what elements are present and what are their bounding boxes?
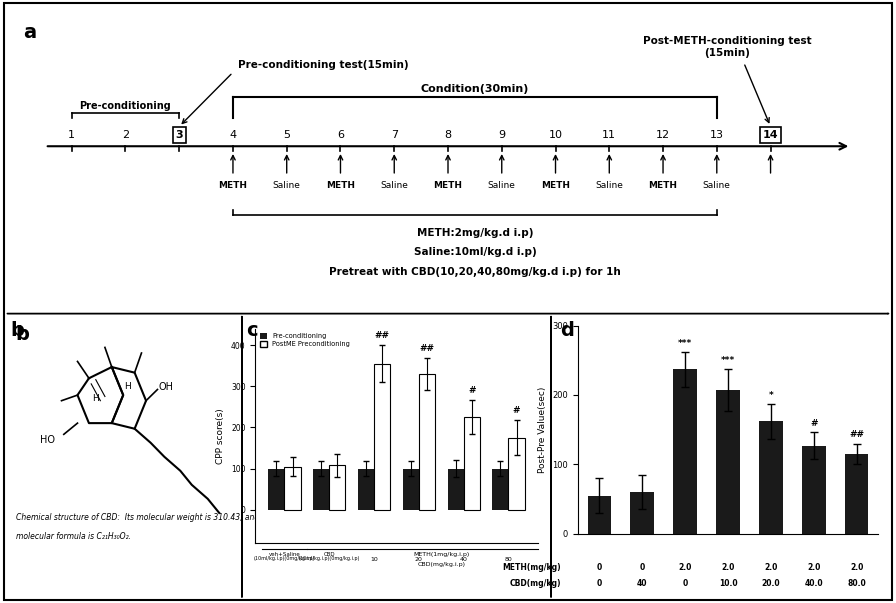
Bar [330,466,346,510]
Text: CBD(mg/kg): CBD(mg/kg) [509,579,561,588]
Text: 0: 0 [683,579,688,588]
Text: Pre-conditioning: Pre-conditioning [80,101,171,110]
Bar [493,469,509,510]
Bar [509,438,525,510]
Text: 14: 14 [762,130,779,140]
Text: 20.0: 20.0 [762,579,780,588]
Text: #: # [513,406,521,415]
Text: 2.0: 2.0 [721,563,735,572]
Text: 7: 7 [391,130,398,140]
Text: 3: 3 [176,130,183,140]
Bar [588,496,611,534]
Text: Saline:10ml/kg.d i.p): Saline:10ml/kg.d i.p) [414,247,536,257]
Text: METH(1mg/kg.i.p): METH(1mg/kg.i.p) [413,552,470,557]
Bar [418,374,435,510]
Text: ***: *** [721,356,735,365]
Text: 2.0: 2.0 [678,563,692,572]
Text: Pre-conditioning test(15min): Pre-conditioning test(15min) [238,60,409,70]
Text: METH: METH [219,181,247,190]
Text: 5: 5 [283,130,290,140]
Bar [448,469,464,510]
Text: c: c [246,321,258,340]
Bar [285,467,300,510]
Text: 40: 40 [637,579,648,588]
Text: 6: 6 [337,130,344,140]
Bar [802,446,825,534]
Text: 20: 20 [415,557,423,562]
Bar [631,492,654,534]
Text: 9: 9 [498,130,505,140]
Text: Saline: Saline [595,181,624,190]
Text: METH: METH [326,181,355,190]
Text: Chemical structure of CBD:  Its molecular weight is 310.43, and: Chemical structure of CBD: Its molecular… [16,513,259,522]
Bar [716,390,740,534]
Text: HO: HO [39,435,55,445]
Text: CBD: CBD [323,552,335,557]
Text: Saline: Saline [487,181,516,190]
Text: 11: 11 [602,130,616,140]
Bar [845,454,868,534]
Text: a: a [23,23,37,42]
Text: 0: 0 [597,563,602,572]
Text: Saline: Saline [380,181,409,190]
Text: 2.0: 2.0 [850,563,864,572]
Text: 80: 80 [504,557,513,562]
Bar [358,469,375,510]
Text: METH: METH [434,181,462,190]
Text: Condition(30min): Condition(30min) [421,84,529,95]
Text: 8: 8 [444,130,452,140]
Text: Pretreat with CBD(10,20,40,80mg/kg.d i.p) for 1h: Pretreat with CBD(10,20,40,80mg/kg.d i.p… [329,267,621,277]
Text: METH: METH [541,181,570,190]
Text: b: b [11,321,24,340]
Text: OH: OH [159,382,174,392]
Text: ##: ## [419,344,435,353]
Bar [269,469,285,510]
Text: *: * [769,391,773,400]
Text: 10: 10 [370,557,378,562]
Bar [673,369,697,534]
Text: ##: ## [849,431,864,440]
Text: 80.0: 80.0 [848,579,866,588]
Text: METH(mg/kg): METH(mg/kg) [502,563,561,572]
Text: b: b [16,325,30,344]
Text: 10.0: 10.0 [719,579,737,588]
Text: METH: METH [649,181,677,190]
Text: (10ml/kg.i.p)(0mg/kg.i.p): (10ml/kg.i.p)(0mg/kg.i.p) [298,556,360,561]
Text: 1: 1 [68,130,75,140]
Text: Post-METH-conditioning test
(15min): Post-METH-conditioning test (15min) [643,36,812,57]
Text: (10ml/kg.i.p)(0mg/kg.i.p): (10ml/kg.i.p)(0mg/kg.i.p) [254,556,315,561]
Y-axis label: Post-Pre Value(sec): Post-Pre Value(sec) [538,387,547,473]
Text: #: # [810,418,817,428]
Text: 10: 10 [548,130,563,140]
Legend: Pre-conditioning, PostME Preconditioning: Pre-conditioning, PostME Preconditioning [259,332,351,349]
Bar [464,417,479,510]
Bar [403,469,418,510]
Text: #: # [468,386,476,395]
Text: 0: 0 [597,579,602,588]
Text: 0: 0 [640,563,645,572]
Text: 40: 40 [460,557,468,562]
Text: ##: ## [375,331,390,340]
Text: H: H [92,394,99,403]
Text: 4: 4 [229,130,237,140]
Text: ***: *** [678,339,693,348]
Text: molecular formula is C₂₁H₃₀O₂.: molecular formula is C₂₁H₃₀O₂. [16,532,131,541]
Text: Saline: Saline [702,181,731,190]
Text: Saline: Saline [272,181,301,190]
Bar [314,469,330,510]
Bar [759,421,783,534]
Bar [375,364,391,510]
Y-axis label: CPP score(s): CPP score(s) [217,408,226,464]
Text: 2: 2 [122,130,129,140]
Text: H: H [125,382,131,391]
Text: d: d [560,321,573,340]
Text: 2.0: 2.0 [807,563,821,572]
Text: 13: 13 [710,130,724,140]
Text: METH:2mg/kg.d i.p): METH:2mg/kg.d i.p) [417,227,533,238]
Text: 12: 12 [656,130,670,140]
Text: veh+Saline: veh+Saline [269,552,300,557]
Text: CBD(mg/kg.i.p): CBD(mg/kg.i.p) [418,561,465,567]
Text: 2.0: 2.0 [764,563,778,572]
Text: 40.0: 40.0 [805,579,823,588]
